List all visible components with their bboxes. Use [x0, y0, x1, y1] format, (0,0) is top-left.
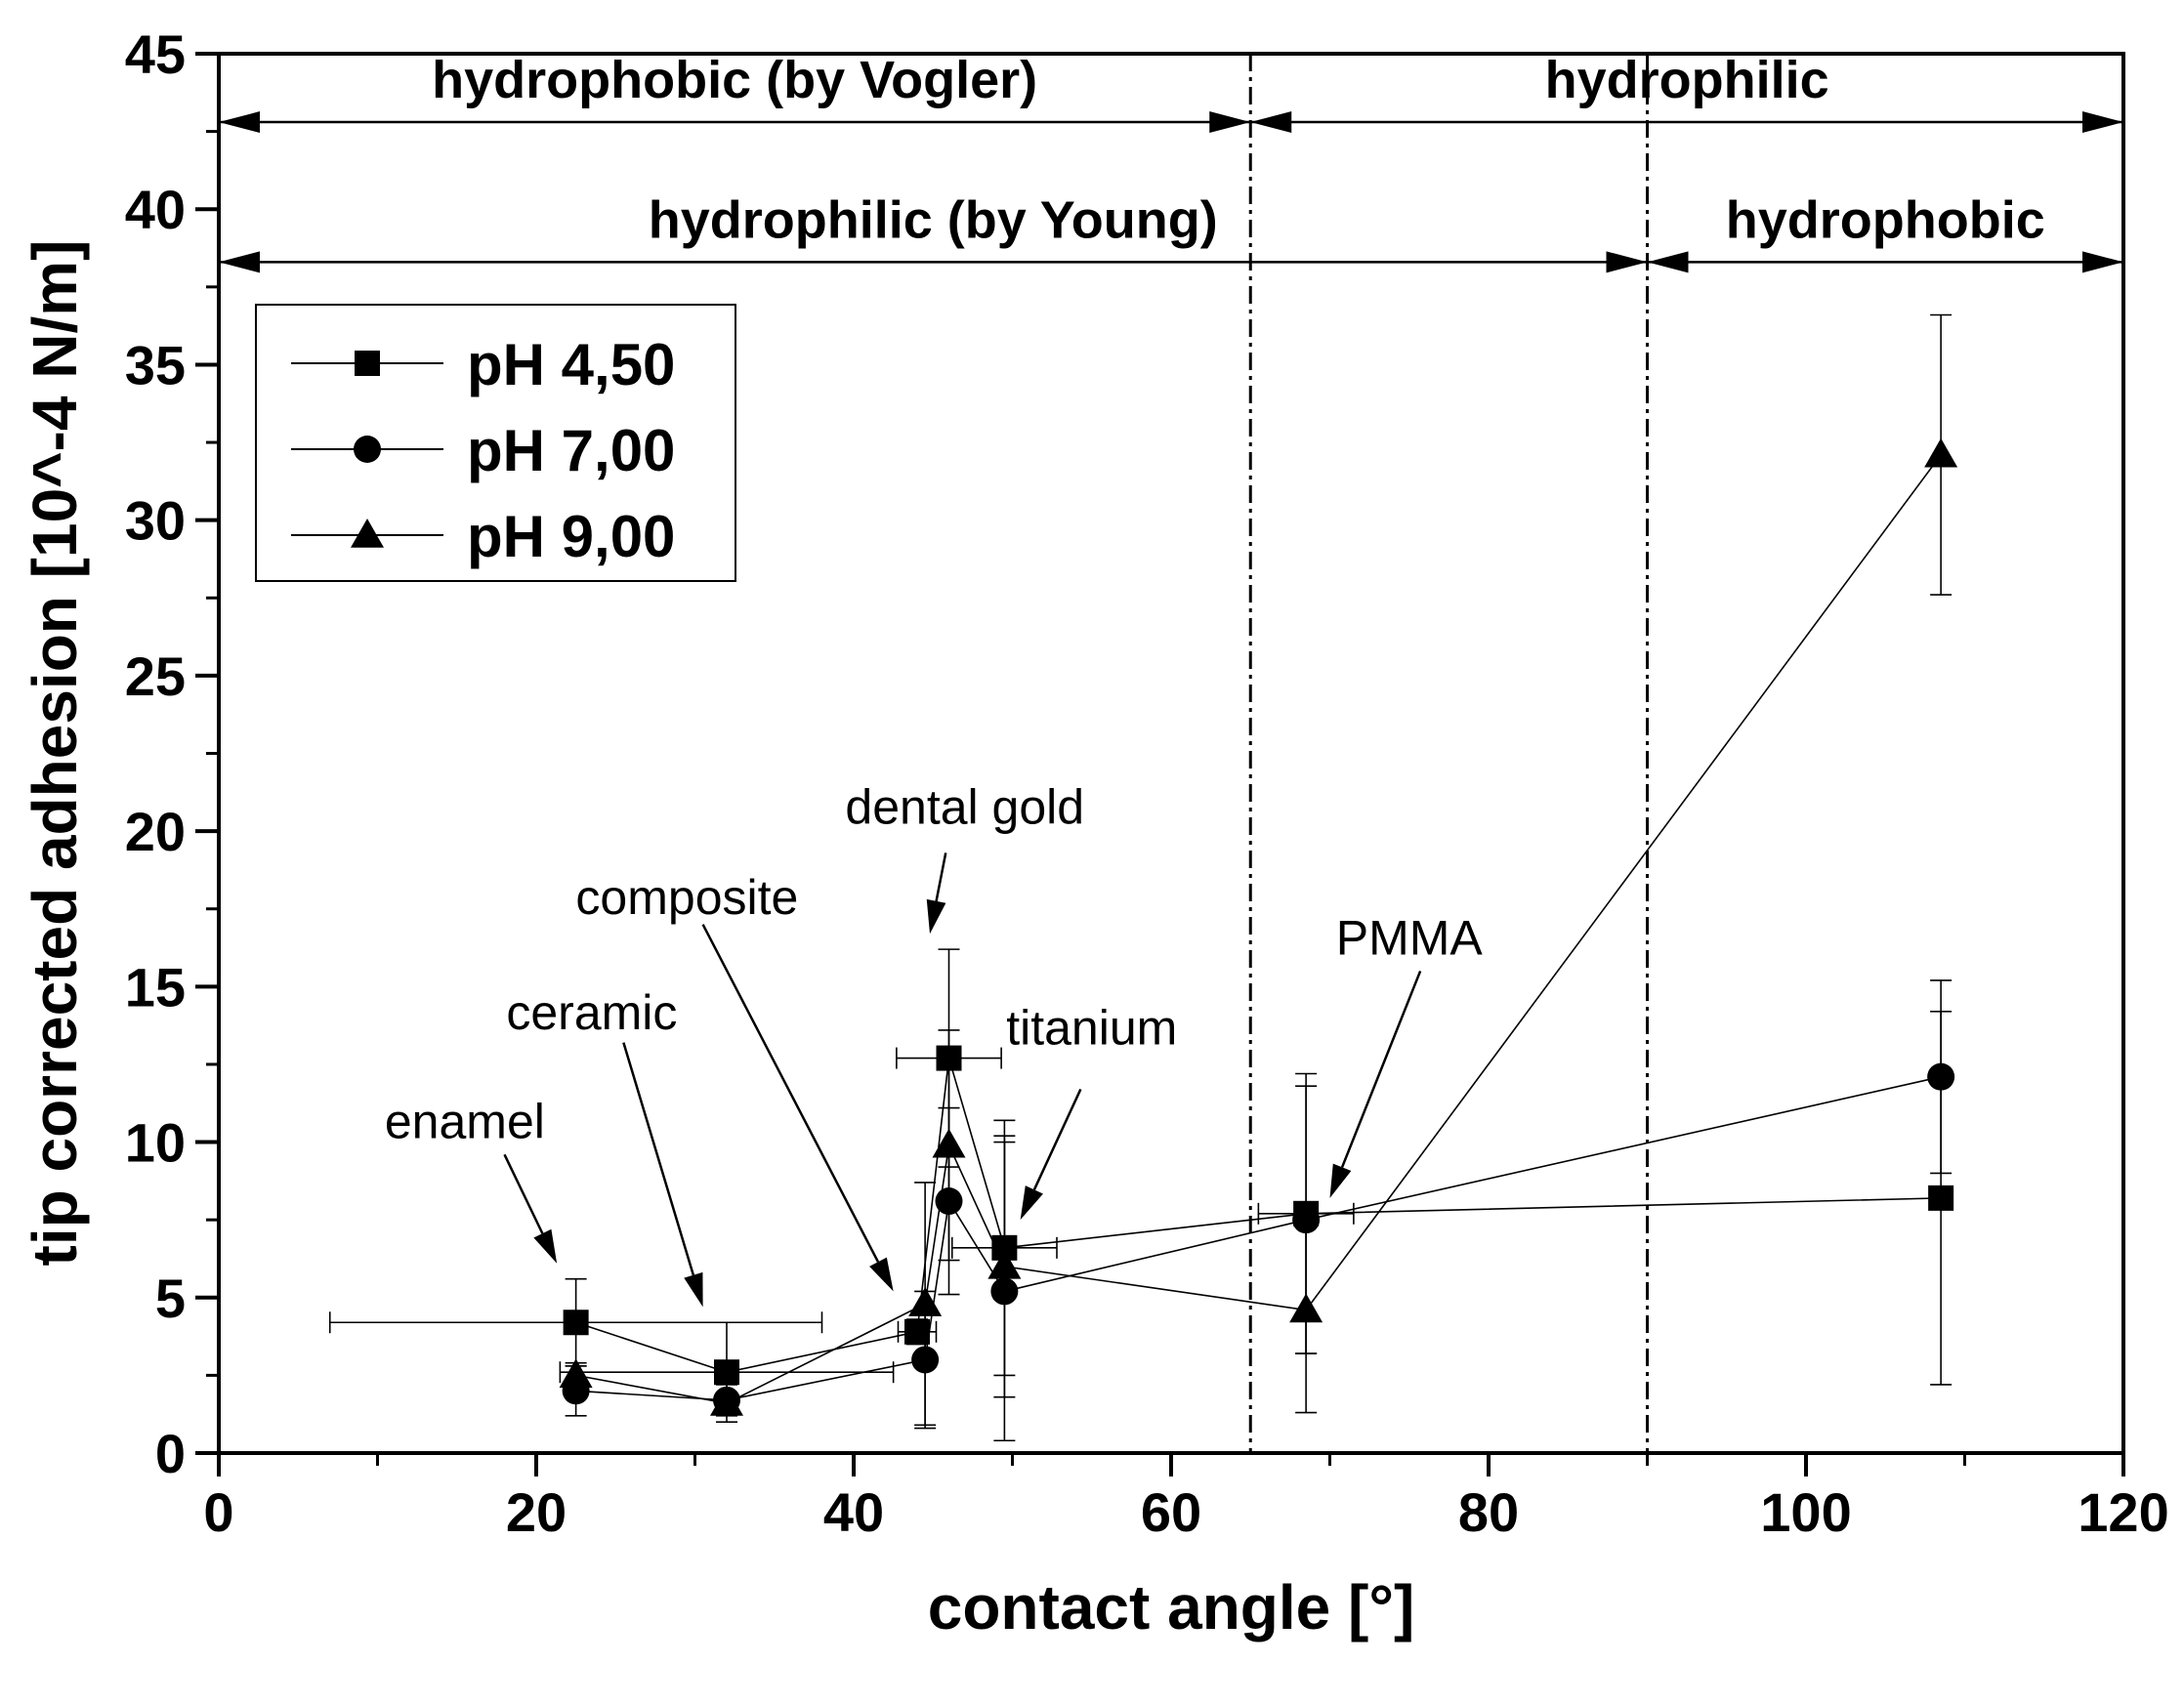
data-point-triangle [987, 1249, 1022, 1279]
annotation-label: enamel [385, 1094, 545, 1148]
y-axis-title: tip corrected adhesion [10^-4 N/m] [20, 240, 90, 1267]
y-tick-label: 5 [155, 1268, 186, 1329]
region-label: hydrophilic [1545, 51, 1829, 109]
x-tick-label: 20 [506, 1481, 567, 1543]
annotation-arrowhead [1020, 1185, 1043, 1221]
annotation-label: ceramic [506, 985, 677, 1040]
legend-label: pH 7,00 [467, 418, 675, 483]
annotation-label: titanium [1006, 1001, 1177, 1056]
annotation-arrowhead [533, 1228, 558, 1264]
series-lines [575, 454, 1942, 1404]
legend-label: pH 4,50 [467, 332, 675, 397]
data-point-circle [935, 1187, 963, 1216]
boundary-lines [1248, 54, 1649, 1453]
annotation-arrow [1340, 970, 1422, 1168]
annotation-arrowhead [1329, 1163, 1352, 1198]
data-point-triangle [1289, 1293, 1323, 1323]
region-label: hydrophobic (by Vogler) [432, 51, 1037, 109]
series-line [575, 1075, 1942, 1401]
y-tick-label: 30 [125, 490, 186, 552]
x-tick-label: 80 [1458, 1481, 1519, 1543]
annotation-arrow [935, 852, 947, 902]
region-arrowhead [2082, 251, 2123, 273]
data-point-square [1928, 1185, 1954, 1211]
annotation-arrow [503, 1153, 544, 1234]
x-tick-label: 100 [1760, 1481, 1851, 1543]
data-point-circle [1292, 1206, 1321, 1234]
y-tick-label: 45 [125, 23, 186, 85]
x-tick-label: 120 [2078, 1481, 2168, 1543]
plot-frame [217, 52, 2125, 1455]
data-point-square [904, 1318, 930, 1345]
annotation-label: PMMA [1336, 910, 1484, 965]
data-point-square [563, 1310, 589, 1336]
region-arrowhead [219, 111, 260, 134]
region-arrowhead [1647, 251, 1689, 273]
data-point-triangle [559, 1358, 593, 1389]
x-tick-label: 40 [823, 1481, 884, 1543]
annotation-arrowhead [684, 1271, 703, 1308]
region-label: hydrophilic (by Young) [649, 190, 1218, 249]
region-arrows: hydrophobic (by Vogler) hydrophilic hydrop… [219, 51, 2123, 273]
annotation-label: dental gold [845, 780, 1084, 835]
data-point-triangle [908, 1287, 943, 1316]
x-tick-label: 60 [1141, 1481, 1201, 1543]
legend-label: pH 9,00 [467, 504, 675, 569]
annotations: enamel ceramic composite dental gold titaniu… [385, 780, 1484, 1308]
y-tick-label: 0 [155, 1423, 186, 1484]
y-tick-label: 40 [125, 179, 186, 240]
annotation-arrow [622, 1042, 695, 1276]
region-arrowhead [1209, 111, 1251, 134]
region-label: hydrophobic [1726, 190, 2045, 249]
annotation-arrow [701, 924, 880, 1263]
x-axis-title: contact angle [°] [928, 1572, 1415, 1643]
legend-marker-triangle [351, 519, 384, 548]
data-markers [559, 437, 1958, 1416]
data-point-triangle [932, 1128, 966, 1158]
legend-marker-circle [354, 436, 381, 463]
annotation-arrowhead [926, 898, 946, 935]
y-tick-label: 10 [125, 1112, 186, 1174]
legend-marker-square [355, 351, 380, 376]
y-tick-label: 20 [125, 801, 186, 862]
y-axis-ticks: 0 5 10 15 20 25 30 35 40 45 [125, 23, 219, 1484]
region-arrowhead [1606, 251, 1648, 273]
annotation-arrowhead [869, 1257, 894, 1292]
y-tick-label: 35 [125, 334, 186, 395]
region-arrowhead [1250, 111, 1292, 134]
annotation-label: composite [575, 870, 798, 925]
x-tick-label: 0 [203, 1481, 233, 1543]
data-point-circle [1927, 1062, 1955, 1091]
region-arrowhead [219, 251, 260, 273]
data-point-square [936, 1045, 962, 1071]
annotation-arrow [1032, 1088, 1082, 1190]
legend: pH 4,50 pH 7,00 pH 9,00 [255, 304, 736, 582]
data-point-circle [990, 1277, 1019, 1306]
series-line [575, 454, 1942, 1404]
data-point-triangle [1924, 437, 1958, 468]
data-point-circle [911, 1346, 940, 1374]
region-arrowhead [2082, 111, 2123, 134]
y-tick-label: 15 [125, 956, 186, 1018]
x-axis-ticks: 0 20 40 60 80 100 120 [203, 1453, 2169, 1543]
data-point-square [714, 1359, 739, 1386]
y-tick-label: 25 [125, 645, 186, 707]
data-point-triangle [710, 1387, 743, 1416]
